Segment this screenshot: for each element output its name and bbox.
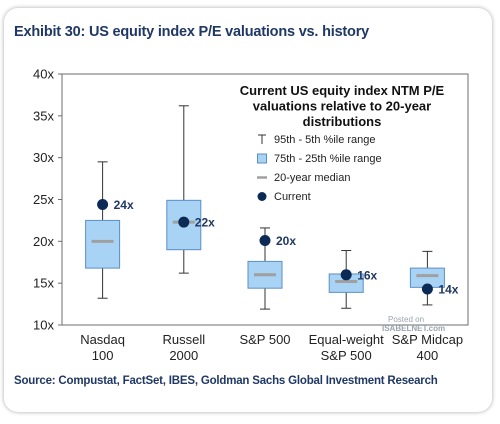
category-label: 100 [92,348,114,363]
legend-item-label: 95th - 5th %ile range [274,134,376,146]
y-tick-label: 15x [33,276,54,291]
exhibit-frame [4,8,492,412]
legend-item: 75th - 25th %ile range [257,153,382,165]
legend-title-line: distributions [303,114,382,129]
chart-legend: Current US equity index NTM P/Evaluation… [240,83,445,203]
legend-item: 20-year median [257,172,350,184]
legend-current-icon [257,192,267,201]
watermark-line-2: ISABELNET.com [382,324,445,333]
category-label: S&P 500 [321,348,372,363]
category-label: S&P 500 [239,332,290,347]
legend-title-line: valuations relative to 20-year [253,99,431,114]
current-label: 24x [114,198,134,212]
y-tick-label: 20x [33,234,54,249]
category-label: 400 [417,348,439,363]
category-label: Equal-weight [309,332,385,347]
y-tick-label: 30x [33,150,54,165]
legend-box-icon [257,153,267,164]
source-note: Source: Compustat, FactSet, IBES, Goldma… [14,375,438,387]
category-label: S&P Midcap [392,332,463,347]
y-tick-label: 10x [33,318,54,333]
current-label: 14x [438,283,458,297]
current-dot [421,283,433,295]
current-label: 16x [357,268,377,282]
current-dot [178,216,190,228]
legend-item-label: 75th - 25th %ile range [274,153,382,165]
category-label: Nasdaq [80,332,125,347]
legend-title-line: Current US equity index NTM P/E [240,83,445,98]
legend-item: Current [257,191,311,203]
exhibit-title: Exhibit 30: US equity index P/E valuatio… [14,24,370,40]
watermark-line-1: Posted on [388,315,424,324]
current-label: 20x [276,234,296,248]
current-label: 22x [195,216,215,230]
iqr-box [166,199,202,251]
legend-item: 95th - 5th %ile range [258,134,376,146]
y-tick-label: 25x [33,192,54,207]
box-2: 20x S&P 500 [239,227,296,347]
y-axis: 10x 15x 20x 25x 30x 35x 40x [33,67,469,333]
y-tick-label: 35x [33,108,54,123]
current-dot [259,234,271,246]
category-label: 2000 [169,348,198,363]
category-label: Russell [162,332,205,347]
iqr-box [85,219,121,269]
legend-item-label: 20-year median [274,172,350,184]
current-dot [97,199,109,211]
y-tick-label: 40x [33,67,54,82]
legend-item-label: Current [274,191,311,203]
current-dot [340,269,352,281]
